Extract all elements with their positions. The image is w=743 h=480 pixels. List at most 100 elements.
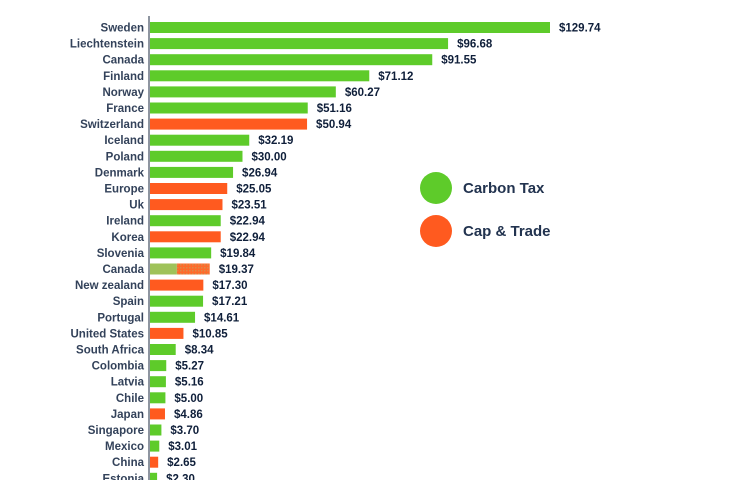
- legend-item-cap-trade: Cap & Trade: [420, 215, 551, 247]
- bar: [150, 408, 165, 420]
- bar: [150, 440, 160, 452]
- value-label: $25.05: [236, 184, 272, 196]
- value-label: $17.30: [212, 280, 247, 292]
- category-label: Denmark: [95, 167, 145, 179]
- value-label: $19.37: [219, 264, 254, 276]
- category-label: Colombia: [92, 361, 145, 373]
- category-label: Mexico: [105, 441, 144, 453]
- value-label: $23.51: [231, 200, 267, 212]
- value-label: $4.86: [174, 409, 203, 421]
- category-label: Korea: [111, 232, 144, 244]
- legend: Carbon Tax Cap & Trade: [420, 172, 551, 258]
- category-label: China: [112, 457, 145, 469]
- category-label: Sweden: [101, 23, 144, 35]
- cap-trade-swatch: [420, 215, 452, 247]
- value-label: $129.74: [559, 23, 601, 35]
- value-label: $22.94: [230, 232, 266, 244]
- bar: [150, 311, 196, 323]
- bar-row-japan: Japan $4.86: [111, 408, 203, 421]
- bar-carbon-tax-part: [150, 263, 177, 275]
- bar-row-poland: Poland $30.00: [106, 150, 287, 163]
- bar-row-uk: Uk $23.51: [129, 199, 267, 212]
- bar: [150, 215, 221, 227]
- bar-row-europe: Europe $25.05: [104, 183, 272, 196]
- legend-label-carbon-tax: Carbon Tax: [463, 179, 545, 197]
- bar: [150, 199, 223, 211]
- bar-row-france: France $51.16: [106, 102, 352, 115]
- value-label: $30.00: [251, 151, 286, 163]
- bar: [150, 22, 550, 33]
- category-label: Liechtenstein: [70, 39, 144, 51]
- bar-cap-trade-part: [176, 263, 210, 275]
- bar: [150, 456, 159, 468]
- bar-row-iceland: Iceland $32.19: [104, 134, 293, 147]
- category-label: United States: [71, 328, 145, 340]
- value-label: $50.94: [316, 119, 352, 131]
- legend-item-carbon-tax: Carbon Tax: [420, 172, 551, 204]
- bar: [150, 295, 204, 307]
- bar-row-singapore: Singapore $3.70: [88, 424, 199, 437]
- bar: [150, 327, 184, 339]
- category-label: Canada: [102, 264, 144, 276]
- category-label: Slovenia: [97, 248, 145, 260]
- bar: [150, 183, 228, 194]
- bar: [150, 279, 204, 291]
- value-label: $2.30: [166, 473, 195, 480]
- value-label: $17.21: [212, 296, 248, 308]
- value-label: $2.65: [167, 457, 196, 469]
- bar-row-latvia: Latvia $5.16: [111, 376, 204, 389]
- value-label: $14.61: [204, 312, 240, 324]
- value-label: $5.00: [174, 393, 203, 405]
- bar: [150, 360, 167, 372]
- bar-row-canada: Canada $91.55: [102, 54, 477, 67]
- bar: [150, 134, 250, 146]
- bar-row-spain: Spain $17.21: [113, 295, 248, 308]
- bar: [150, 392, 166, 404]
- category-label: Norway: [102, 87, 144, 99]
- category-label: Finland: [103, 71, 144, 83]
- value-label: $91.55: [441, 55, 477, 67]
- category-label: Iceland: [104, 135, 144, 147]
- bar-row-mexico: Mexico $3.01: [105, 440, 198, 453]
- bar: [150, 150, 243, 162]
- bar: [150, 472, 158, 480]
- category-label: Canada: [102, 55, 144, 67]
- carbon-tax-swatch: [420, 172, 452, 204]
- bar-row-china: China $2.65: [112, 456, 197, 469]
- bar: [150, 344, 176, 355]
- value-label: $32.19: [258, 135, 293, 147]
- value-label: $19.84: [220, 248, 256, 260]
- bar-row-portugal: Portugal $14.61: [97, 311, 240, 324]
- value-label: $10.85: [192, 328, 228, 340]
- bar-row-south-africa: South Africa $8.34: [76, 344, 214, 357]
- bar-row-ireland: Ireland $22.94: [106, 215, 266, 228]
- value-label: $22.94: [230, 216, 266, 228]
- bar-row-switzerland: Switzerland $50.94: [80, 118, 352, 131]
- bar-row-liechtenstein: Liechtenstein $96.68: [70, 38, 493, 51]
- bar-row-denmark: Denmark $26.94: [95, 166, 278, 179]
- bar: [150, 118, 308, 130]
- value-label: $8.34: [185, 345, 214, 357]
- value-label: $26.94: [242, 167, 278, 179]
- bar-row-colombia: Colombia $5.27: [92, 360, 204, 373]
- value-label: $5.16: [175, 377, 204, 389]
- category-label: Estonia: [102, 473, 144, 480]
- bar: [150, 102, 308, 114]
- category-label: Singapore: [88, 425, 144, 437]
- category-label: Europe: [104, 184, 144, 196]
- value-label: $51.16: [317, 103, 352, 115]
- bar-row-korea: Korea $22.94: [111, 231, 266, 244]
- category-label: Chile: [116, 393, 144, 405]
- value-label: $71.12: [378, 71, 413, 83]
- bar: [150, 70, 370, 82]
- category-label: Portugal: [97, 312, 144, 324]
- bar-row-finland: Finland $71.12: [103, 70, 413, 83]
- bar: [150, 54, 433, 66]
- category-label: South Africa: [76, 345, 145, 357]
- category-label: France: [106, 103, 144, 115]
- value-label: $3.70: [170, 425, 199, 437]
- value-label: $3.01: [168, 441, 197, 453]
- bar: [150, 247, 212, 259]
- value-label: $96.68: [457, 39, 493, 51]
